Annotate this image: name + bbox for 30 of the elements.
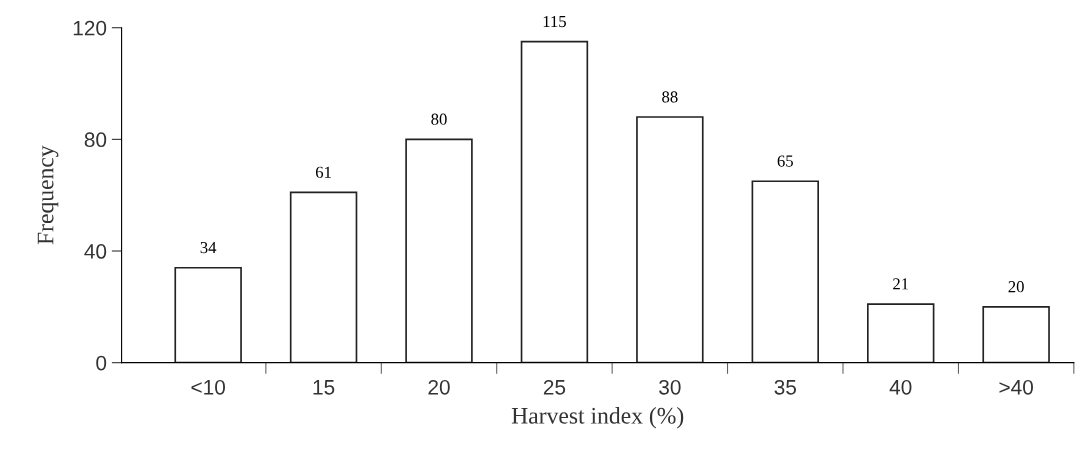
bar	[751, 180, 820, 363]
bar	[405, 138, 473, 363]
x-tick-label: 35	[774, 379, 796, 395]
data-label: 88	[662, 91, 678, 103]
x-tick-label: 15	[313, 380, 335, 395]
data-label: 34	[200, 242, 217, 254]
y-tick-label: 40	[84, 244, 107, 259]
x-axis-title: Harvest index (%)	[511, 407, 684, 429]
x-tick-label: 30	[659, 379, 681, 395]
data-label: 80	[431, 113, 447, 125]
y-tick-label: 0	[96, 355, 107, 371]
x-tick-label: 40	[889, 379, 912, 395]
bar	[866, 303, 935, 363]
x-tick-label: 25	[543, 379, 566, 395]
y-tick-label: 80	[84, 132, 107, 148]
x-tick-label: <10	[191, 379, 226, 395]
x-tick-label: 20	[428, 379, 450, 395]
data-label: 61	[315, 166, 331, 178]
y-axis-title: Frequency	[37, 145, 59, 245]
data-label: 21	[893, 278, 909, 290]
y-tick-label: 120	[73, 20, 107, 36]
data-label: 20	[1008, 281, 1024, 293]
x-tick-label: >40	[999, 379, 1033, 395]
bar	[174, 266, 242, 363]
data-label: 115	[543, 15, 566, 28]
bar	[289, 191, 358, 363]
bar	[636, 116, 704, 363]
bar	[982, 306, 1050, 363]
data-label: 65	[777, 155, 793, 167]
bar	[520, 40, 589, 363]
